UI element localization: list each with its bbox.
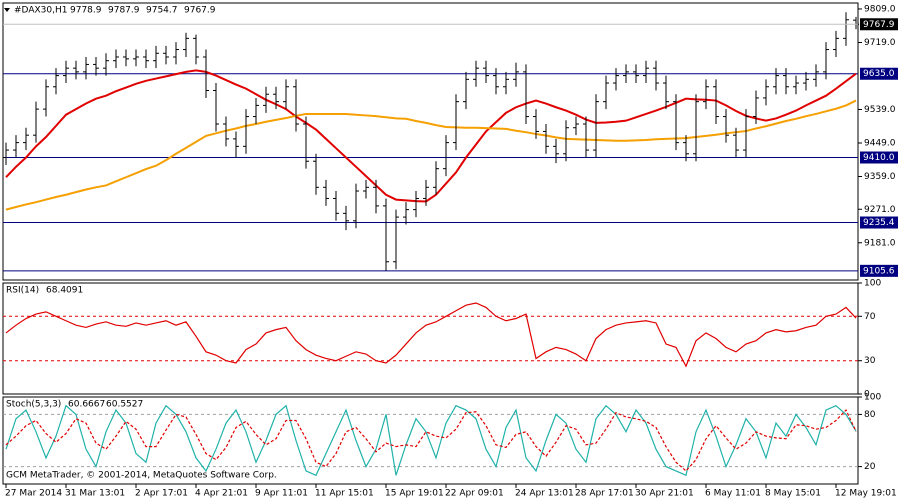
ohlc-open: 9778.9: [70, 6, 102, 16]
x-tick-label: 8 May 15:01: [765, 489, 821, 499]
ohlc-high: 9787.9: [108, 6, 140, 16]
y-tick-label: 30: [864, 356, 876, 366]
panel-frame: [2, 396, 859, 485]
copyright: GCM MetaTrader, © 2001-2014, MetaQuotes …: [6, 471, 277, 481]
y-tick-label: 20: [864, 462, 876, 472]
y-tick-label: 9719.0: [864, 38, 896, 48]
y-tick-label: 0: [864, 390, 870, 400]
rsi-value: 68.4091: [46, 286, 83, 296]
ohlc-close: 9767.9: [184, 6, 216, 16]
x-tick-label: 27 Mar 2014: [5, 489, 62, 499]
level-label-box: [860, 264, 898, 277]
moving-average: [5, 69, 857, 203]
stoch-signal-value: 60.5527: [106, 400, 143, 410]
y-tick-label: 9449.0: [864, 138, 896, 148]
x-tick-label: 22 Apr 09:01: [445, 489, 504, 499]
indicator-line: [5, 404, 857, 477]
x-tick-label: 30 Apr 21:01: [635, 489, 694, 499]
y-tick-label: 100: [864, 393, 881, 403]
x-tick-label: 31 Mar 13:01: [65, 489, 125, 499]
y-tick-label: 9181.0: [864, 238, 896, 248]
panel-frame: [2, 282, 859, 395]
stoch-main-value: 60.6667: [68, 400, 105, 410]
moving-average: [5, 99, 857, 211]
menu-marker: [4, 8, 10, 12]
indicator-line: [5, 302, 857, 368]
level-label: 9635.0: [863, 69, 895, 79]
y-tick-label: 100: [864, 279, 881, 289]
level-label-box: [860, 67, 898, 80]
y-tick-label: 9809.0: [864, 4, 896, 14]
x-tick-label: 28 Apr 17:01: [575, 489, 634, 499]
rsi-title: RSI(14): [6, 286, 39, 296]
ohlc-low: 9754.7: [146, 6, 178, 16]
stoch-title: Stoch(5,3,3): [6, 400, 61, 410]
level-label-box: [860, 216, 898, 229]
level-label: 9235.4: [863, 218, 895, 228]
x-tick-label: 15 Apr 19:01: [385, 489, 444, 499]
y-tick-label: 80: [864, 410, 876, 420]
current-price-box: [860, 18, 898, 31]
x-tick-label: 24 Apr 13:01: [515, 489, 574, 499]
x-tick-label: 11 Apr 15:01: [315, 489, 374, 499]
level-label: 9105.6: [863, 266, 895, 276]
y-tick-label: 70: [864, 312, 876, 322]
x-tick-label: 12 May 19:01: [835, 489, 897, 499]
level-label: 9410.0: [863, 153, 895, 163]
chart-title: #DAX30,H1: [14, 6, 67, 16]
y-tick-label: 9271.0: [864, 205, 896, 215]
x-tick-label: 6 May 11:01: [705, 489, 761, 499]
x-tick-label: 9 Apr 11:01: [255, 489, 308, 499]
y-tick-label: 9539.0: [864, 105, 896, 115]
y-tick-label: 9359.0: [864, 172, 896, 182]
level-label-box: [860, 151, 898, 164]
current-price-label: 9767.9: [863, 20, 895, 30]
x-tick-label: 2 Apr 17:01: [135, 489, 188, 499]
x-tick-label: 4 Apr 21:01: [195, 489, 248, 499]
indicator-line: [5, 409, 857, 472]
panel-frame: [2, 2, 859, 281]
